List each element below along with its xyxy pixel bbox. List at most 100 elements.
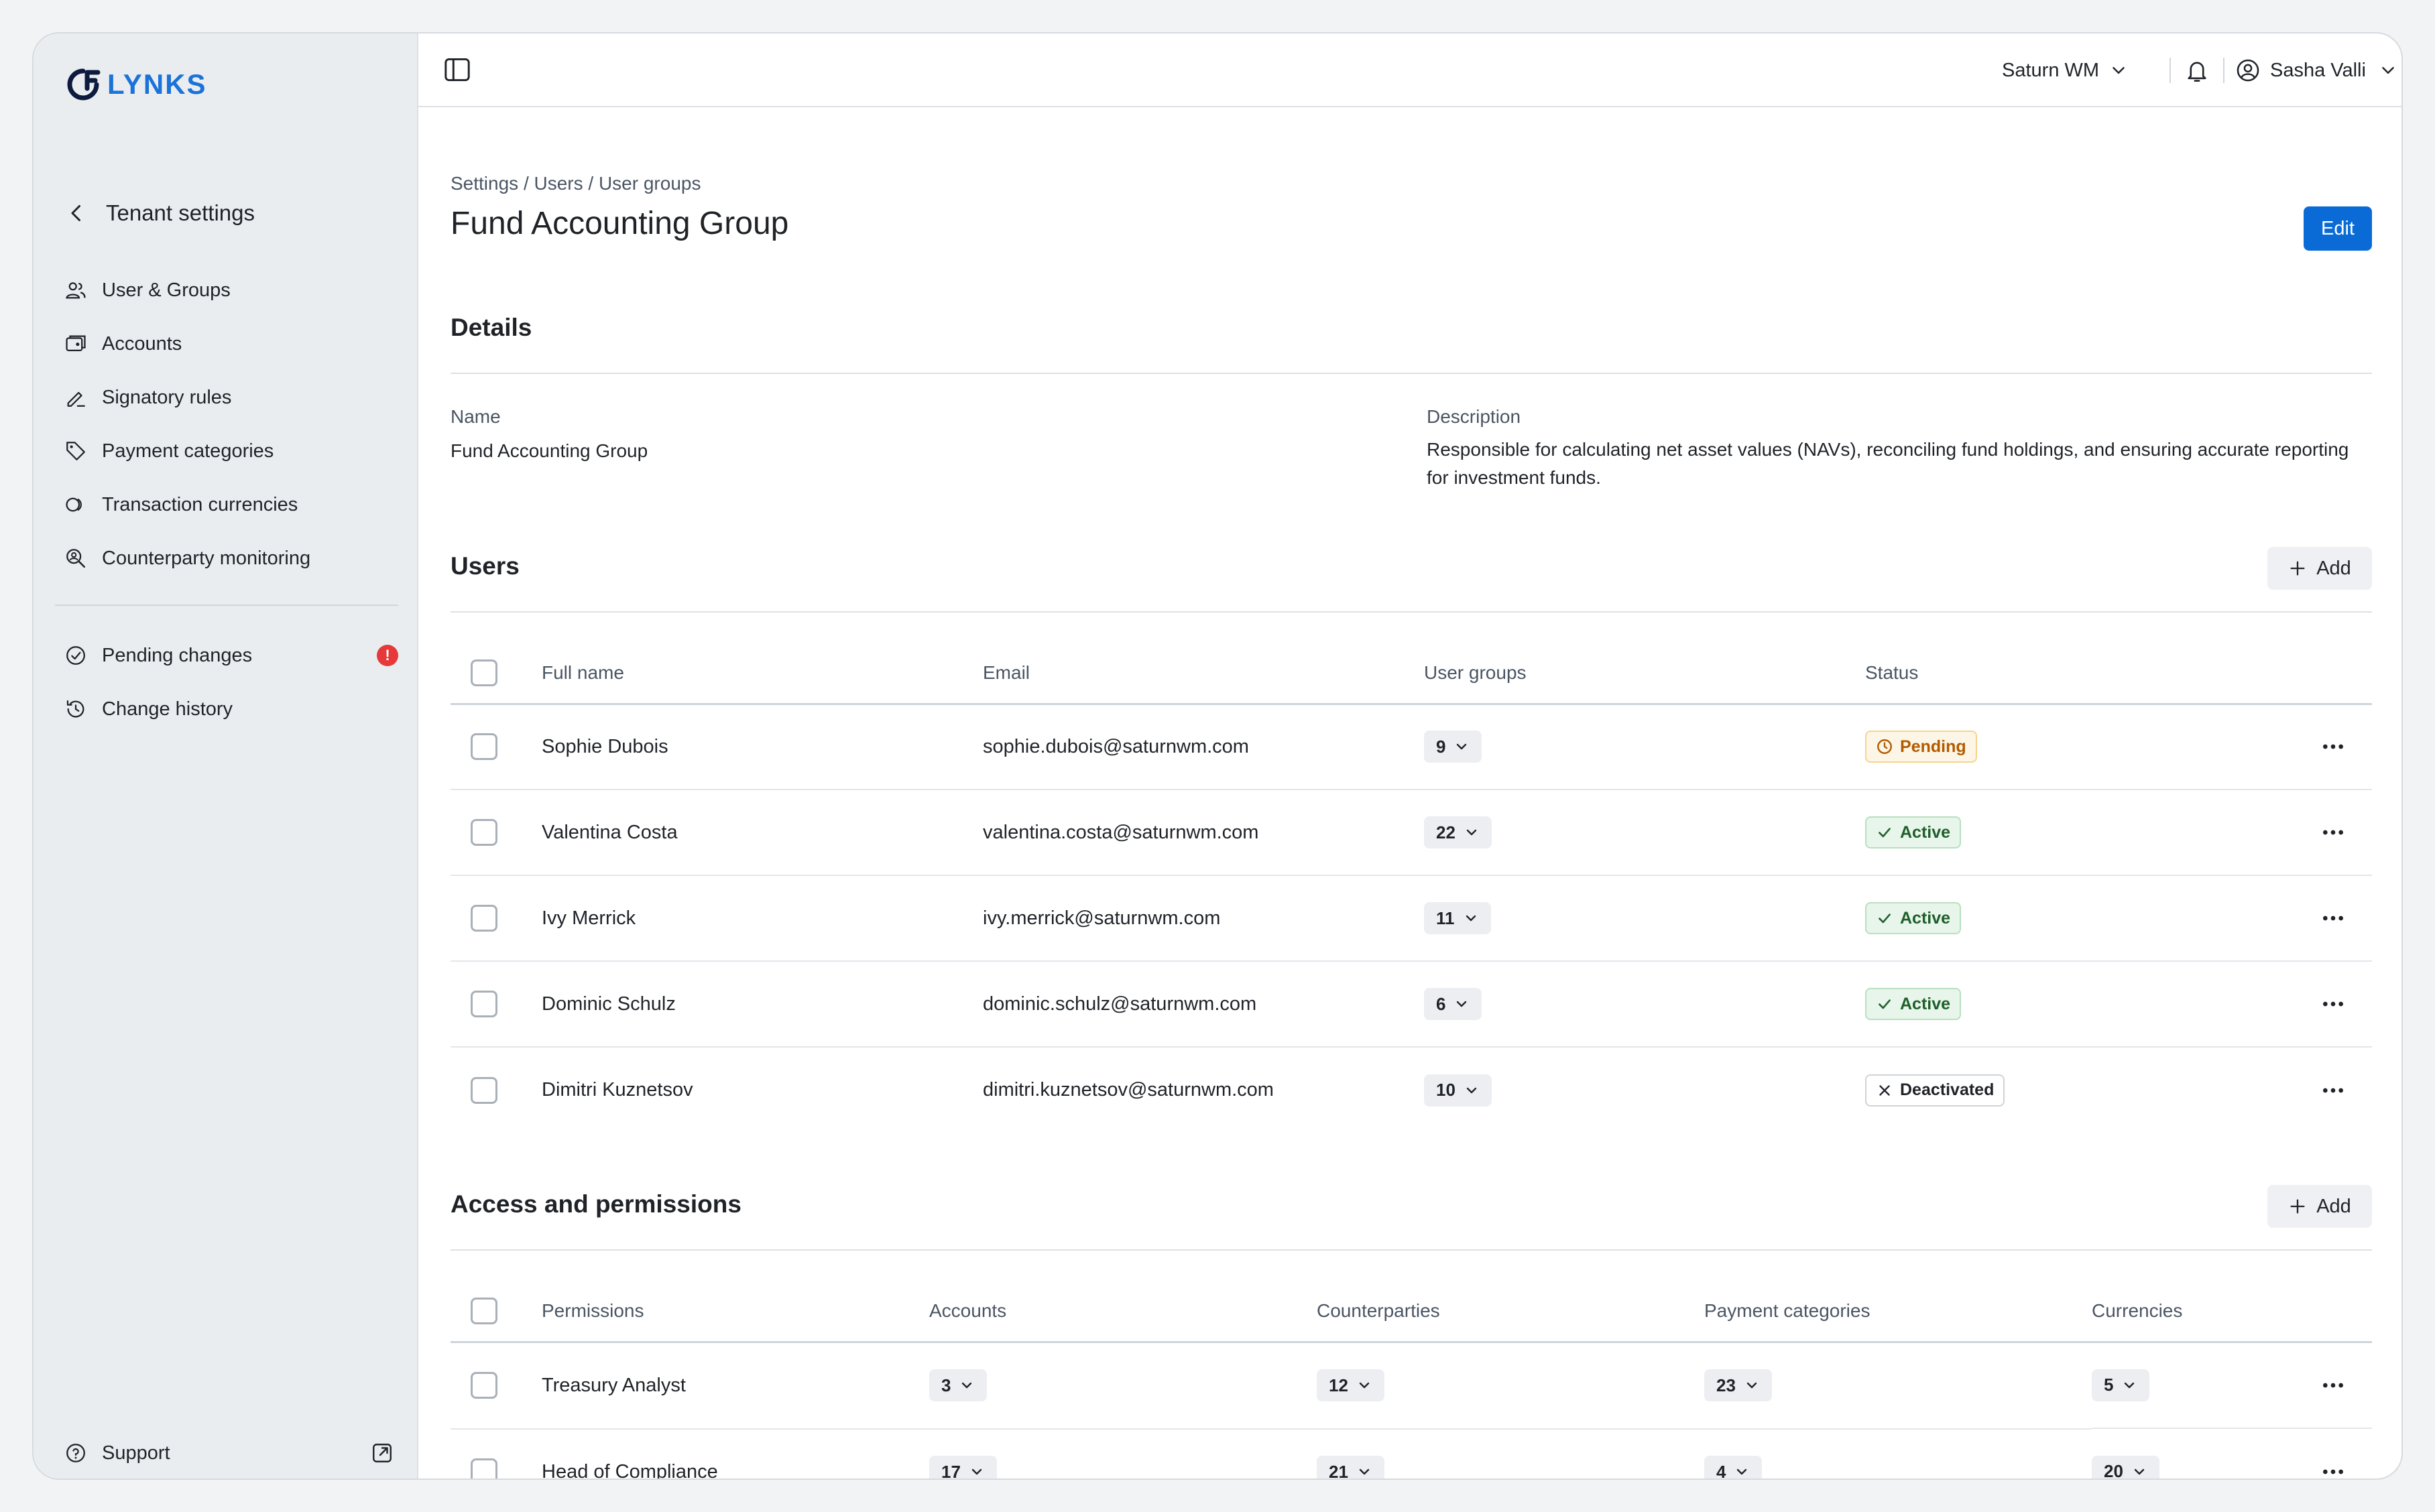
column-header[interactable]: Currencies bbox=[2092, 1281, 2372, 1343]
status-label: Deactivated bbox=[1900, 1080, 1995, 1099]
more-actions-icon[interactable] bbox=[2320, 991, 2347, 1017]
row-checkbox[interactable] bbox=[471, 1076, 497, 1104]
payment-categories-count: 23 bbox=[1716, 1375, 1736, 1395]
more-actions-icon[interactable] bbox=[2320, 1372, 2347, 1399]
sidebar-item-support[interactable]: Support bbox=[64, 1426, 394, 1478]
column-header[interactable]: Status bbox=[1865, 643, 2241, 705]
breadcrumb[interactable]: Settings / Users / User groups bbox=[451, 173, 701, 194]
topbar: Saturn WM Sasha Valli bbox=[418, 34, 2401, 107]
sidebar-item-label: Change history bbox=[102, 698, 233, 720]
user-menu[interactable]: Sasha Valli bbox=[2235, 52, 2398, 88]
more-actions-icon[interactable] bbox=[2320, 905, 2347, 932]
column-header[interactable]: Permissions bbox=[542, 1281, 929, 1343]
table-row: Head of Compliance 17 21 4 20 bbox=[451, 1429, 2372, 1480]
permission-name: Treasury Analyst bbox=[542, 1342, 929, 1430]
sidebar-item-label: Payment categories bbox=[102, 440, 274, 462]
main-area: Saturn WM Sasha Valli Settings / Users /… bbox=[418, 34, 2401, 1478]
row-checkbox[interactable] bbox=[471, 1458, 497, 1478]
user-groups-dropdown[interactable]: 9 bbox=[1424, 731, 1482, 763]
column-header[interactable]: Counterparties bbox=[1317, 1281, 1704, 1343]
clock-icon bbox=[1877, 739, 1892, 755]
table-header-row: Permissions Accounts Counterparties Paym… bbox=[451, 1281, 2372, 1343]
sidebar-divider bbox=[55, 605, 398, 606]
sidebar-item-payment-categories[interactable]: Payment categories bbox=[64, 424, 394, 478]
access-section-title: Access and permissions bbox=[451, 1190, 741, 1218]
column-header[interactable]: Email bbox=[983, 643, 1424, 705]
row-checkbox[interactable] bbox=[471, 733, 497, 761]
counterparties-count: 12 bbox=[1329, 1375, 1348, 1395]
signature-icon bbox=[67, 391, 85, 407]
row-checkbox[interactable] bbox=[471, 905, 497, 932]
chevron-down-icon bbox=[1466, 915, 1476, 922]
more-actions-icon[interactable] bbox=[2320, 1458, 2347, 1480]
accounts-dropdown[interactable]: 3 bbox=[929, 1369, 988, 1401]
coins-icon bbox=[66, 497, 82, 512]
chevron-down-icon bbox=[2382, 67, 2394, 74]
help-circle-icon bbox=[66, 1444, 85, 1462]
table-row: Sophie Dubois sophie.dubois@saturnwm.com… bbox=[451, 704, 2372, 790]
toggle-sidebar-icon[interactable] bbox=[444, 58, 471, 82]
add-user-button[interactable]: Add bbox=[2267, 547, 2372, 590]
accounts-dropdown[interactable]: 17 bbox=[929, 1456, 997, 1480]
user-groups-dropdown[interactable]: 6 bbox=[1424, 988, 1482, 1020]
back-to-tenant-settings[interactable]: Tenant settings bbox=[64, 178, 255, 248]
counterparties-dropdown[interactable]: 21 bbox=[1317, 1456, 1384, 1478]
user-full-name: Sophie Dubois bbox=[542, 704, 983, 790]
sidebar-item-transaction-currencies[interactable]: Transaction currencies bbox=[64, 478, 394, 531]
row-checkbox[interactable] bbox=[471, 991, 497, 1017]
currencies-count: 20 bbox=[2104, 1461, 2123, 1480]
chevron-down-icon bbox=[1466, 1087, 1477, 1093]
payment-categories-dropdown[interactable]: 23 bbox=[1704, 1369, 1772, 1401]
logo[interactable]: LYNKS bbox=[64, 52, 207, 117]
tag-icon bbox=[66, 442, 85, 460]
payment-categories-dropdown[interactable]: 4 bbox=[1704, 1456, 1763, 1478]
chevron-down-icon bbox=[962, 1382, 972, 1389]
user-full-name: Dominic Schulz bbox=[542, 961, 983, 1048]
accounts-count: 17 bbox=[941, 1461, 961, 1480]
more-actions-icon[interactable] bbox=[2320, 733, 2347, 760]
user-groups-dropdown[interactable]: 11 bbox=[1424, 902, 1491, 934]
status-label: Pending bbox=[1900, 737, 1966, 756]
row-checkbox[interactable] bbox=[471, 1372, 497, 1399]
accounts-count: 3 bbox=[941, 1375, 951, 1395]
table-row: Ivy Merrick ivy.merrick@saturnwm.com 11 … bbox=[451, 875, 2372, 962]
column-header[interactable]: User groups bbox=[1424, 643, 1865, 705]
select-all-checkbox[interactable] bbox=[471, 1298, 497, 1325]
more-actions-icon[interactable] bbox=[2320, 1077, 2347, 1104]
section-divider bbox=[451, 373, 2372, 374]
column-header[interactable]: Accounts bbox=[929, 1281, 1317, 1343]
bell-icon[interactable] bbox=[2184, 58, 2210, 84]
sidebar-item-pending-changes[interactable]: Pending changes ! bbox=[64, 629, 398, 682]
user-full-name: Dimitri Kuznetsov bbox=[542, 1079, 693, 1100]
column-header[interactable]: Payment categories bbox=[1704, 1281, 2092, 1343]
sidebar-item-change-history[interactable]: Change history bbox=[64, 682, 394, 736]
sidebar-item-users-groups[interactable]: User & Groups bbox=[64, 263, 394, 317]
column-header[interactable]: Full name bbox=[542, 643, 983, 705]
currencies-dropdown[interactable]: 5 bbox=[2092, 1369, 2150, 1401]
row-checkbox[interactable] bbox=[471, 819, 497, 846]
user-groups-count: 9 bbox=[1436, 736, 1446, 757]
user-groups-dropdown[interactable]: 22 bbox=[1424, 816, 1492, 848]
sidebar-item-label: User & Groups bbox=[102, 279, 231, 301]
chevron-down-icon bbox=[1746, 1382, 1757, 1389]
sidebar-item-counterparty-monitoring[interactable]: Counterparty monitoring bbox=[64, 531, 394, 585]
chevron-down-icon bbox=[1359, 1382, 1370, 1389]
currencies-dropdown[interactable]: 20 bbox=[2092, 1455, 2159, 1480]
app-window: LYNKS Tenant settings User & Groups Acco… bbox=[32, 32, 2403, 1480]
add-permission-button[interactable]: Add bbox=[2267, 1185, 2372, 1228]
counterparties-dropdown[interactable]: 12 bbox=[1317, 1369, 1384, 1401]
edit-button[interactable]: Edit bbox=[2304, 206, 2372, 251]
chevron-down-icon bbox=[1457, 744, 1467, 750]
x-icon bbox=[1879, 1084, 1890, 1096]
more-actions-icon[interactable] bbox=[2320, 819, 2347, 846]
sidebar-item-signatory-rules[interactable]: Signatory rules bbox=[64, 371, 394, 424]
chevron-down-icon bbox=[2134, 1468, 2145, 1474]
user-groups-dropdown[interactable]: 10 bbox=[1424, 1074, 1492, 1107]
select-all-checkbox[interactable] bbox=[471, 659, 497, 687]
sidebar-item-accounts[interactable]: Accounts bbox=[64, 317, 394, 371]
sidebar: LYNKS Tenant settings User & Groups Acco… bbox=[34, 34, 418, 1478]
support-label: Support bbox=[102, 1442, 170, 1464]
tenant-switcher[interactable]: Saturn WM bbox=[2002, 52, 2129, 88]
back-label: Tenant settings bbox=[106, 200, 255, 225]
brand-name: LYNKS bbox=[107, 68, 207, 100]
